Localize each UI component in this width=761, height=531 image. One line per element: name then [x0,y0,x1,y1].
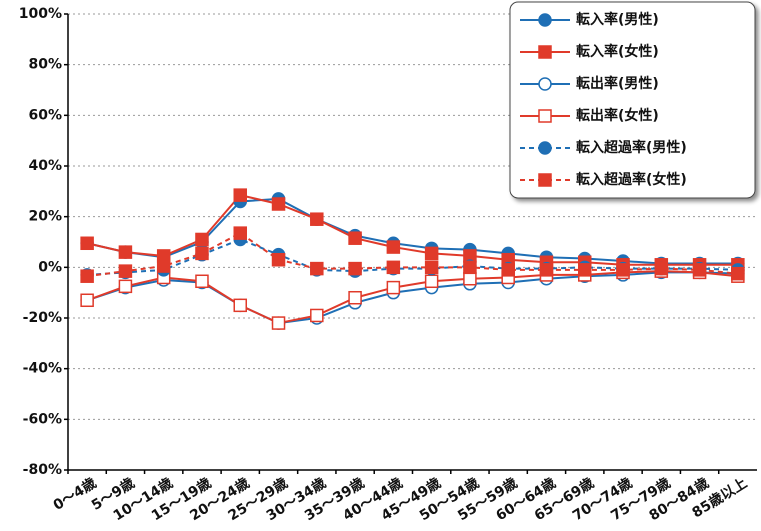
marker [271,197,286,211]
marker [578,263,592,277]
y-tick-label: -40% [23,361,62,377]
legend-label: 転入率(女性) [576,43,659,60]
marker [616,263,630,277]
marker [731,266,745,281]
series-line [86,270,738,325]
y-tick-label: 0% [38,259,62,275]
marker [310,308,324,323]
marker [538,173,552,187]
marker [538,45,552,59]
marker [348,290,362,305]
marker [195,274,209,289]
marker [80,236,94,251]
marker [195,246,209,261]
legend-box [509,1,756,199]
legend-label: 転入率(男性) [576,11,659,28]
y-tick-label: -60% [23,411,62,427]
marker [538,109,552,123]
legend-label: 転入超過率(男性) [576,139,687,156]
marker [654,261,669,276]
series-line [86,197,738,265]
y-tick-label: 80% [28,57,62,73]
marker [386,240,401,254]
marker [156,259,171,273]
legend-label: 転出率(男性) [576,75,659,92]
marker [118,264,133,278]
marker [271,316,286,330]
marker [195,232,209,247]
marker [233,188,247,202]
marker [501,263,515,277]
marker [118,279,133,294]
y-tick-label: 40% [28,158,62,174]
marker [348,231,362,245]
legend-label: 転出率(女性) [576,107,659,124]
marker [424,274,439,289]
y-tick-label: 100% [19,6,62,22]
marker [386,280,401,295]
marker [310,212,324,226]
series-line [87,231,738,278]
marker [310,261,324,276]
marker [538,77,552,91]
y-tick-label: -80% [23,462,62,478]
y-tick-label: 20% [28,209,62,225]
marker [692,263,707,277]
marker [80,269,94,283]
marker [348,261,362,276]
x-tick-label: 0〜4歳 [50,474,99,514]
marker [233,226,247,240]
marker [424,246,439,261]
y-tick-label: -20% [23,310,62,326]
marker [118,245,133,259]
marker [386,260,401,275]
marker [538,141,552,155]
y-tick-label: 60% [28,107,62,123]
legend-label: 転入超過率(女性) [576,171,687,188]
series-line [86,194,738,266]
marker [463,260,477,275]
marker [271,252,286,267]
marker [233,298,247,313]
marker [463,271,477,286]
marker [80,293,94,308]
marker [539,263,554,277]
marker [424,260,439,275]
marker [538,13,552,27]
